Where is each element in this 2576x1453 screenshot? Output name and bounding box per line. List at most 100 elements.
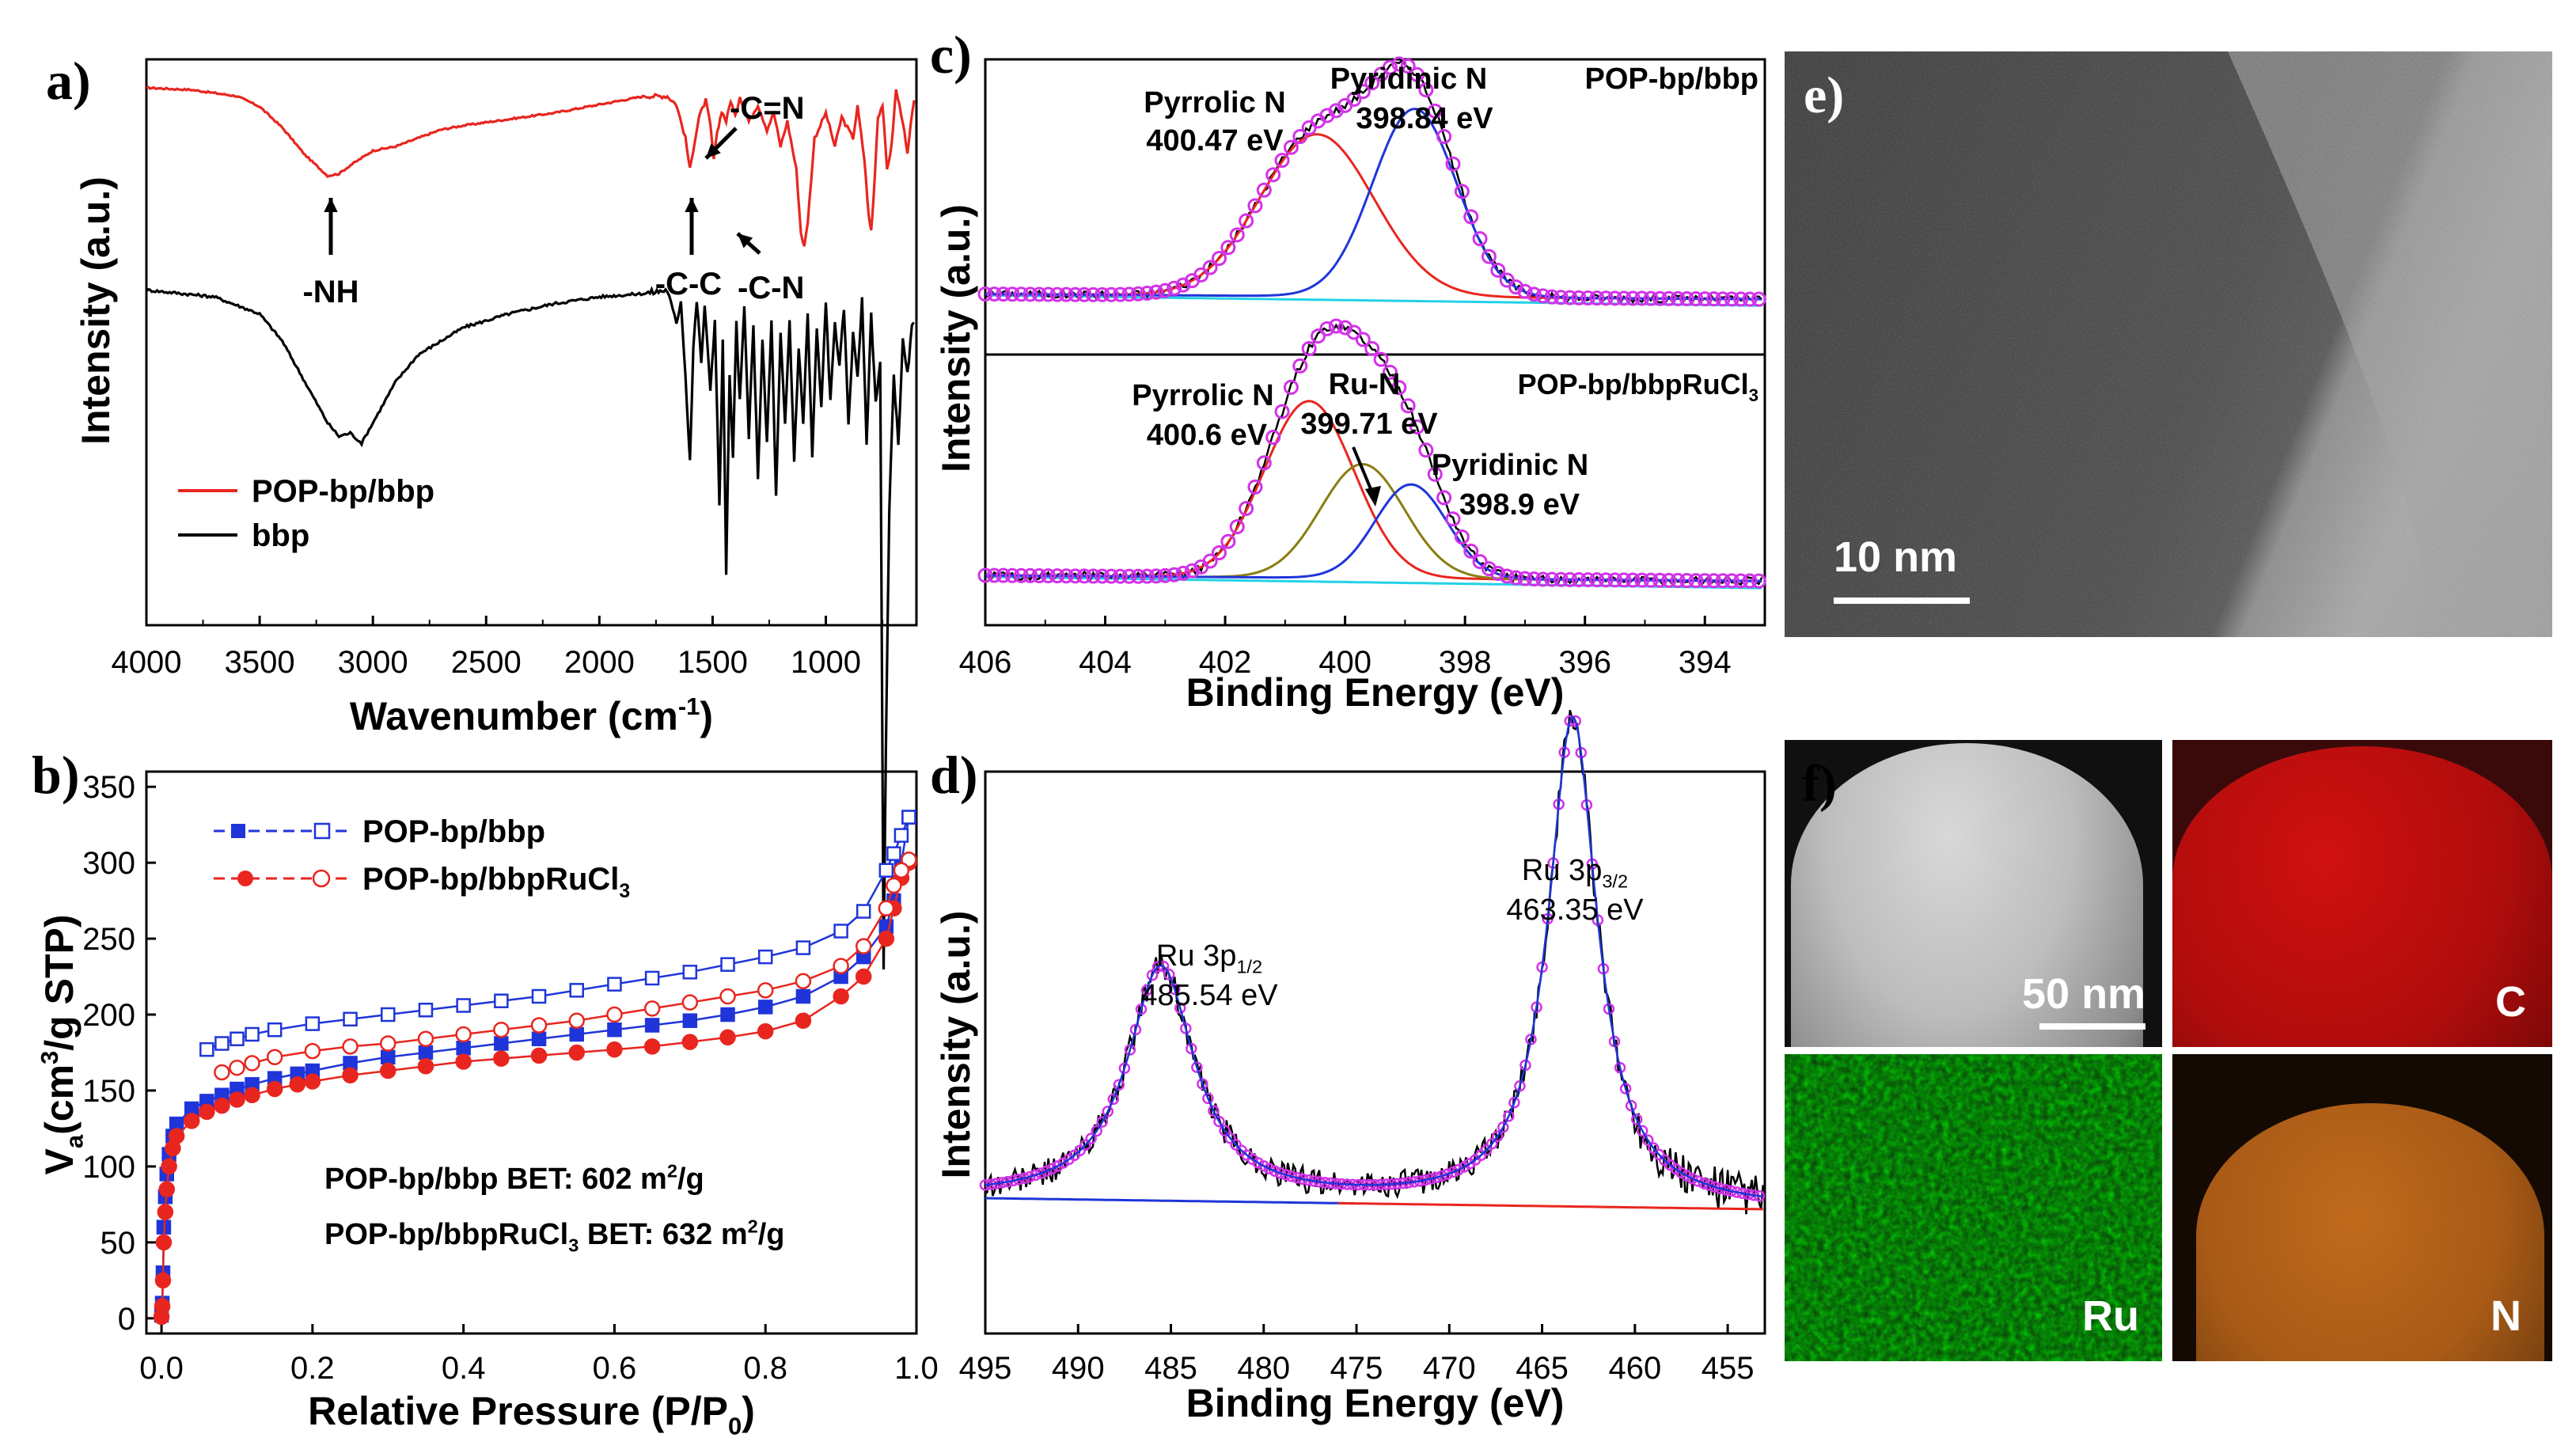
panel-a-annot-nh: -NH	[302, 275, 359, 309]
panel-d-fit-point	[1096, 1116, 1108, 1128]
panel-c-fit-point	[1544, 571, 1560, 587]
panel-b-marker-circle	[266, 1080, 283, 1098]
panel-a-ftir: a) 4000 3500 3000 2500 2000 1500 1000 Wavenumber…	[46, 51, 918, 970]
panel-c-fit-point	[1535, 571, 1551, 587]
panel-b-legend-marker-open	[313, 822, 331, 840]
panel-c-fit-point	[1427, 103, 1443, 119]
panel-c-run-arrow-head	[1365, 486, 1381, 506]
panel-c-top-pyridinic-name: Pyridinic N	[1330, 63, 1488, 96]
panel-b-marker-circle	[757, 982, 774, 999]
panel-b-marker-square	[607, 1022, 622, 1038]
panel-b-marker-circle	[289, 1076, 306, 1093]
panel-c-fit-point	[1175, 277, 1191, 293]
panel-c-fit-point	[996, 286, 1011, 302]
panel-c-bot-sample-part: POP-bp/bbpRuCl	[1518, 368, 1749, 400]
panel-d-fit-point	[1441, 1168, 1454, 1180]
panel-d-fit-point	[1681, 1170, 1693, 1182]
panel-a-annot-cc: -C-C	[655, 267, 722, 302]
panel-c-fit-point	[1049, 286, 1065, 302]
panel-b-marker-circle	[719, 1029, 736, 1046]
panel-c-fit-point	[1517, 571, 1533, 586]
panel-b-marker-square	[569, 1026, 584, 1042]
panel-c-fit-point	[1616, 572, 1632, 588]
panel-b-marker-square	[456, 1040, 471, 1056]
panel-c-ylabel: Intensity (a.u.)	[934, 204, 978, 472]
panel-d-label: d)	[930, 745, 977, 805]
panel-c-fit-point	[1652, 572, 1667, 588]
panel-c-fit-point	[1706, 573, 1722, 589]
panel-c-fit-point	[1697, 573, 1713, 589]
panel-b-marker-circle	[158, 1181, 176, 1197]
panel-d-x-tick-label: 455	[1702, 1351, 1755, 1386]
panel-c-peak-0-0	[985, 133, 1762, 301]
panel-c-bot-run-value: 399.71 eV	[1300, 408, 1438, 441]
panel-c-fit-point	[1499, 568, 1515, 584]
panel-b-y-tick-label: 0	[118, 1302, 135, 1337]
panel-b-marker-square	[494, 993, 509, 1009]
eds-map-ruthenium: Ru	[1785, 1054, 2162, 1361]
panel-c-fit-point	[1041, 568, 1057, 584]
panel-c-fit-point	[1229, 519, 1245, 535]
panel-d-fit-point	[1503, 1110, 1515, 1122]
panel-b-bet-pop-part: POP-bp/bbp BET: 602 m	[324, 1163, 667, 1196]
panel-d-fit-point	[1263, 1163, 1276, 1174]
panel-c-fit-point	[1400, 398, 1416, 414]
panel-d-fit-point	[1280, 1169, 1292, 1181]
panel-d-fit-point	[1079, 1139, 1091, 1151]
panel-b-marker-square	[418, 1045, 434, 1060]
panel-c-fit-point	[1355, 332, 1371, 347]
panel-b-marker-square	[795, 940, 811, 955]
panel-c-x-tick-label: 396	[1558, 645, 1611, 680]
panel-d-fit-point	[1447, 1166, 1459, 1178]
panel-c-fit-point	[1022, 286, 1038, 302]
panel-c-fit-point	[1679, 290, 1694, 306]
panel-c-raw-1	[984, 321, 1763, 586]
panel-c-fit-point	[1049, 568, 1065, 584]
panel-c-fit-point	[1319, 321, 1335, 336]
panel-b-marker-square	[531, 988, 547, 1004]
panel-b-marker-circle	[229, 1091, 245, 1108]
panel-c-fit-point	[1220, 240, 1236, 256]
panel-b-marker-square	[757, 1000, 773, 1015]
panel-c-fit-point	[1688, 573, 1704, 589]
panel-b-marker-circle	[154, 1272, 172, 1289]
panel-b-isotherm: b) 0.0 0.2 0.4 0.6 0.8 1.0 0 50 100 150 200 250 300 35…	[32, 745, 939, 1440]
panel-d-peak2-name: Ru 3p3/2​	[1522, 854, 1628, 892]
panel-d-fit-point	[1213, 1115, 1225, 1128]
panel-e-scale-text: 10 nm	[1834, 533, 1958, 581]
panel-b-marker-square	[456, 998, 471, 1013]
panel-b-marker-square	[305, 1016, 321, 1031]
panel-b-marker-square	[682, 1013, 698, 1028]
panel-b-marker-circle	[795, 973, 812, 990]
panel-c-fit-point	[1346, 324, 1362, 340]
panel-c-fit-point	[1580, 290, 1595, 306]
panel-b-marker-circle	[342, 1067, 359, 1084]
panel-d-fit-point	[1219, 1125, 1231, 1136]
panel-c-fit-point	[1157, 567, 1173, 583]
panel-c-x-tick-label: 400	[1318, 645, 1371, 680]
panel-d-fit-point	[1046, 1163, 1058, 1175]
panel-c-fit-point	[1571, 290, 1587, 305]
panel-d-fit-point	[1519, 1059, 1531, 1072]
panel-a-legend-pop: POP-bp/bbp	[252, 474, 434, 509]
panel-d-peak2-name-sub: 3/2	[1602, 871, 1628, 892]
panel-b-legend-ru-sub: 3	[619, 881, 630, 902]
panel-c-fit-point	[1625, 572, 1641, 588]
panel-c-fit-point	[1535, 288, 1551, 304]
panel-c-fit-point	[1283, 139, 1299, 155]
panel-b-bet-pop-part: /g	[677, 1163, 704, 1196]
panel-d-x-tick-label: 475	[1330, 1351, 1383, 1386]
panel-c-fit-point	[1103, 568, 1119, 584]
panel-d-frame	[984, 770, 1766, 1335]
panel-b-ylabel-part: V	[37, 1148, 82, 1175]
panel-a-series-bbp	[145, 286, 915, 970]
panel-c-fit-point	[1544, 289, 1560, 305]
panel-b-marker-square	[569, 983, 584, 998]
panel-b-marker-circle	[380, 1062, 396, 1079]
panel-c-fit-point	[1715, 291, 1731, 307]
panel-c-fit-point	[1229, 227, 1245, 243]
panel-b-marker-square	[343, 1011, 358, 1027]
panel-b-marker-circle	[244, 1055, 260, 1072]
panel-c-xlabel: Binding Energy (eV)	[1186, 670, 1565, 715]
